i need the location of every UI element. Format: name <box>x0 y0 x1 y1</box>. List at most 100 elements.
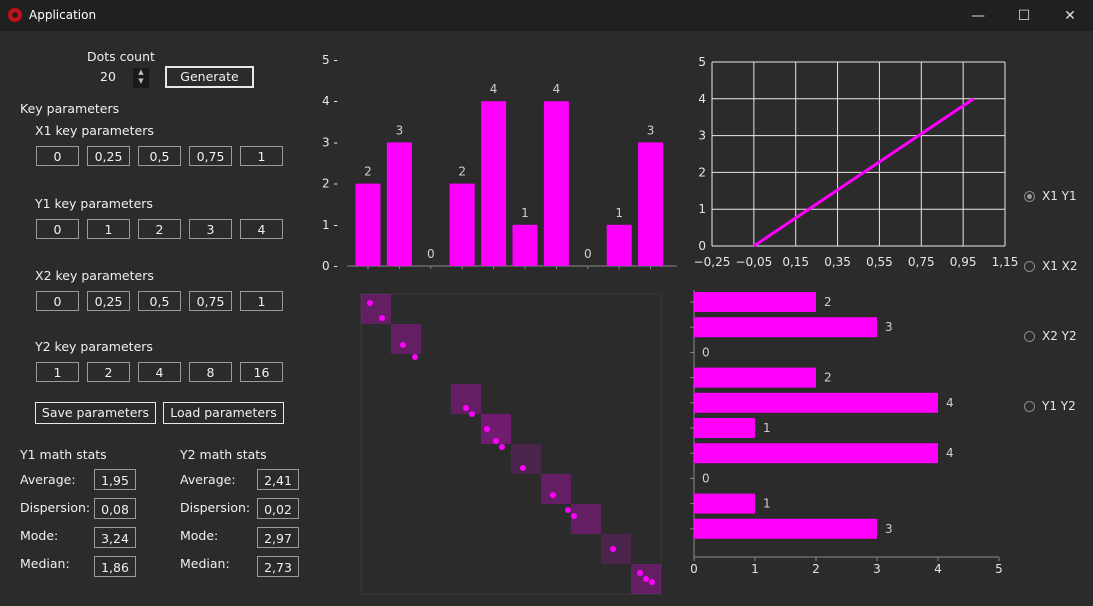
x2-key-label: X2 key parameters <box>35 268 154 283</box>
scatter-point <box>520 465 526 471</box>
y2-key-field[interactable]: 8 <box>189 362 232 382</box>
vbar-bar <box>481 101 507 266</box>
y1-stats-label: Average: <box>20 472 76 487</box>
x1-key-label: X1 key parameters <box>35 123 154 138</box>
line-x-tick-label: −0,05 <box>735 255 772 269</box>
dots-count-value[interactable]: 20 <box>100 69 116 84</box>
scatter-point <box>610 546 616 552</box>
y2-key-field[interactable]: 2 <box>87 362 130 382</box>
scatter-point <box>400 342 406 348</box>
y2-key-label: Y2 key parameters <box>35 339 153 354</box>
scatter-point <box>550 492 556 498</box>
hbar-x-tick-label: 2 <box>812 562 820 576</box>
line-y-tick-label: 0 <box>698 239 706 253</box>
scatter-point <box>571 513 577 519</box>
scatter-point <box>379 315 385 321</box>
maximize-button[interactable]: ☐ <box>1001 0 1047 31</box>
x1-key-field[interactable]: 0 <box>36 146 79 166</box>
radio-x2-y2[interactable] <box>1024 331 1035 342</box>
vbar-y-tick-label: 2 - <box>322 177 338 191</box>
dots-count-label: Dots count <box>87 49 155 64</box>
line-x-tick-label: −0,25 <box>694 255 731 269</box>
x2-key-field[interactable]: 0,5 <box>138 291 181 311</box>
y1-key-field[interactable]: 1 <box>87 219 130 239</box>
hbar-data-label: 2 <box>824 371 832 385</box>
hbar-bar <box>694 317 877 338</box>
radio-x1-x2[interactable] <box>1024 261 1035 272</box>
minimize-button[interactable]: — <box>955 0 1001 31</box>
hbar-x-tick-label: 1 <box>751 562 759 576</box>
x2-key-field[interactable]: 1 <box>240 291 283 311</box>
stepper-up-icon[interactable]: ▲ <box>138 68 144 76</box>
radio-label-x1-x2[interactable]: X1 X2 <box>1042 259 1078 273</box>
vbar-bar <box>606 224 632 266</box>
x2-key-field[interactable]: 0,25 <box>87 291 130 311</box>
scatter-density-cell <box>571 504 601 534</box>
x1-key-field[interactable]: 1 <box>240 146 283 166</box>
y2-key-field[interactable]: 1 <box>36 362 79 382</box>
y1-stats-label: Mode: <box>20 528 59 543</box>
y2-stats-label: Dispersion: <box>180 500 251 515</box>
vbar-data-label: 3 <box>647 123 655 137</box>
x1-key-field[interactable]: 0,75 <box>189 146 232 166</box>
hbar-bar <box>694 518 877 539</box>
y1-key-field[interactable]: 4 <box>240 219 283 239</box>
y1-dispersion-value: 0,08 <box>94 498 136 519</box>
radio-label-x2-y2[interactable]: X2 Y2 <box>1042 329 1077 343</box>
scatter-density-cell <box>391 324 421 354</box>
hbar-data-label: 2 <box>824 295 832 309</box>
line-y-tick-label: 5 <box>698 55 706 69</box>
vbar-data-label: 3 <box>396 123 404 137</box>
radio-label-y1-y2[interactable]: Y1 Y2 <box>1042 399 1076 413</box>
x1-key-field[interactable]: 0,25 <box>87 146 130 166</box>
hbar-data-label: 4 <box>946 446 954 460</box>
generate-button[interactable]: Generate <box>165 66 254 88</box>
vbar-bar <box>543 101 569 266</box>
y1-key-field[interactable]: 0 <box>36 219 79 239</box>
hbar-x-tick-label: 0 <box>690 562 698 576</box>
y2-stats-title: Y2 math stats <box>180 447 267 462</box>
x2-key-field[interactable]: 0 <box>36 291 79 311</box>
hbar-bar <box>694 443 938 464</box>
x1-key-field[interactable]: 0,5 <box>138 146 181 166</box>
vbar-data-label: 4 <box>490 82 498 96</box>
scatter-point <box>643 576 649 582</box>
y2-key-field[interactable]: 4 <box>138 362 181 382</box>
stepper-down-icon[interactable]: ▼ <box>138 77 144 85</box>
title-bar: Application — ☐ ✕ <box>0 0 1093 31</box>
radio-label-x1-y1[interactable]: X1 Y1 <box>1042 189 1077 203</box>
radio-x1-y1[interactable] <box>1024 191 1035 202</box>
y2-average-value: 2,41 <box>257 469 299 490</box>
line-y-tick-label: 1 <box>698 202 706 216</box>
y2-mode-value: 2,97 <box>257 527 299 548</box>
vbar-y-tick-label: 4 - <box>322 94 338 108</box>
vbar-bar <box>355 183 381 266</box>
hbar-data-label: 1 <box>763 497 771 511</box>
scatter-frame <box>360 293 662 595</box>
scatter-point <box>565 507 571 513</box>
vbar-bar <box>638 142 664 266</box>
window-title: Application <box>29 8 97 22</box>
radio-y1-y2[interactable] <box>1024 401 1035 412</box>
close-button[interactable]: ✕ <box>1047 0 1093 31</box>
scatter-point <box>637 570 643 576</box>
y1-key-field[interactable]: 3 <box>189 219 232 239</box>
y1-mode-value: 3,24 <box>94 527 136 548</box>
line-x-tick-label: 1,15 <box>992 255 1019 269</box>
y1-key-field[interactable]: 2 <box>138 219 181 239</box>
y2-key-field[interactable]: 16 <box>240 362 283 382</box>
dots-count-stepper[interactable]: ▲ ▼ <box>133 68 149 88</box>
load-parameters-button[interactable]: Load parameters <box>163 402 284 424</box>
hbar-x-tick-label: 4 <box>934 562 942 576</box>
x2-key-field[interactable]: 0,75 <box>189 291 232 311</box>
y2-stats-label: Average: <box>180 472 236 487</box>
line-x-tick-label: 0,75 <box>908 255 935 269</box>
vbar-y-tick-label: 1 - <box>322 218 338 232</box>
save-parameters-button[interactable]: Save parameters <box>35 402 156 424</box>
vbar-y-tick-label: 3 - <box>322 135 338 149</box>
hbar-data-label: 1 <box>763 421 771 435</box>
scatter-density-cell <box>511 444 541 474</box>
maximize-icon: ☐ <box>1017 7 1031 24</box>
vbar-data-label: 2 <box>458 165 466 179</box>
y2-dispersion-value: 0,02 <box>257 498 299 519</box>
